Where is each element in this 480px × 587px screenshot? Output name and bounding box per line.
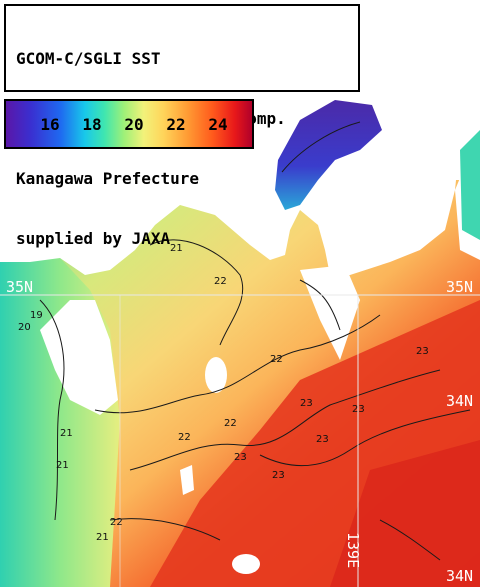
- lon-label-139e: 139E: [344, 532, 362, 569]
- contour-label: 23: [352, 404, 365, 415]
- contour-label: 23: [316, 434, 329, 445]
- contour-label: 21: [170, 243, 183, 254]
- colorbar-tick-18: 18: [82, 115, 102, 134]
- lat-label-35n-west: 35N: [6, 278, 34, 296]
- lat-label-34n-south: 34N: [446, 567, 474, 585]
- contour-label: 21: [56, 460, 69, 471]
- land-west-peninsula: [40, 300, 118, 415]
- contour-label: 20: [18, 322, 31, 333]
- contour-label: 19: [30, 310, 43, 321]
- graticule: [0, 294, 480, 587]
- island-small-south: [232, 554, 260, 574]
- colorbar-tick-20: 20: [124, 115, 144, 134]
- colorbar-tick-16: 16: [40, 115, 60, 134]
- contour-label: 21: [96, 532, 109, 543]
- colorbar-ticks: 16 18 20 22 24: [6, 115, 252, 135]
- title-box: GCOM-C/SGLI SST ~2025/12/07 (UTC) Week C…: [4, 4, 360, 248]
- island-toshima: [180, 465, 194, 495]
- contour-label: 21: [60, 428, 73, 439]
- tokyo-bay: [275, 100, 382, 210]
- contour-label: 22: [270, 354, 283, 365]
- east-cool-strip: [460, 130, 480, 240]
- contour-label: 22: [110, 517, 123, 528]
- sst-colorbar: 16 18 20 22 24: [4, 99, 254, 149]
- title-line-credit: supplied by JAXA: [16, 229, 171, 248]
- title-line-region: Kanagawa Prefecture: [16, 169, 200, 188]
- colorbar-tick-22: 22: [166, 115, 186, 134]
- contour-label: 22: [178, 432, 191, 443]
- contour-label: 23: [234, 452, 247, 463]
- lat-label-34n-mid: 34N: [446, 392, 474, 410]
- contour-label: 23: [416, 346, 429, 357]
- title-line-product: GCOM-C/SGLI SST: [16, 49, 161, 68]
- contour-label: 22: [224, 418, 237, 429]
- lat-label-35n-east: 35N: [446, 278, 474, 296]
- isotherm-contours: [39, 121, 471, 561]
- contour-label: 22: [214, 276, 227, 287]
- contour-label: 23: [272, 470, 285, 481]
- south-warm-water: [330, 440, 480, 587]
- colorbar-tick-24: 24: [208, 115, 228, 134]
- contour-label: 23: [300, 398, 313, 409]
- island-oshima: [205, 357, 227, 393]
